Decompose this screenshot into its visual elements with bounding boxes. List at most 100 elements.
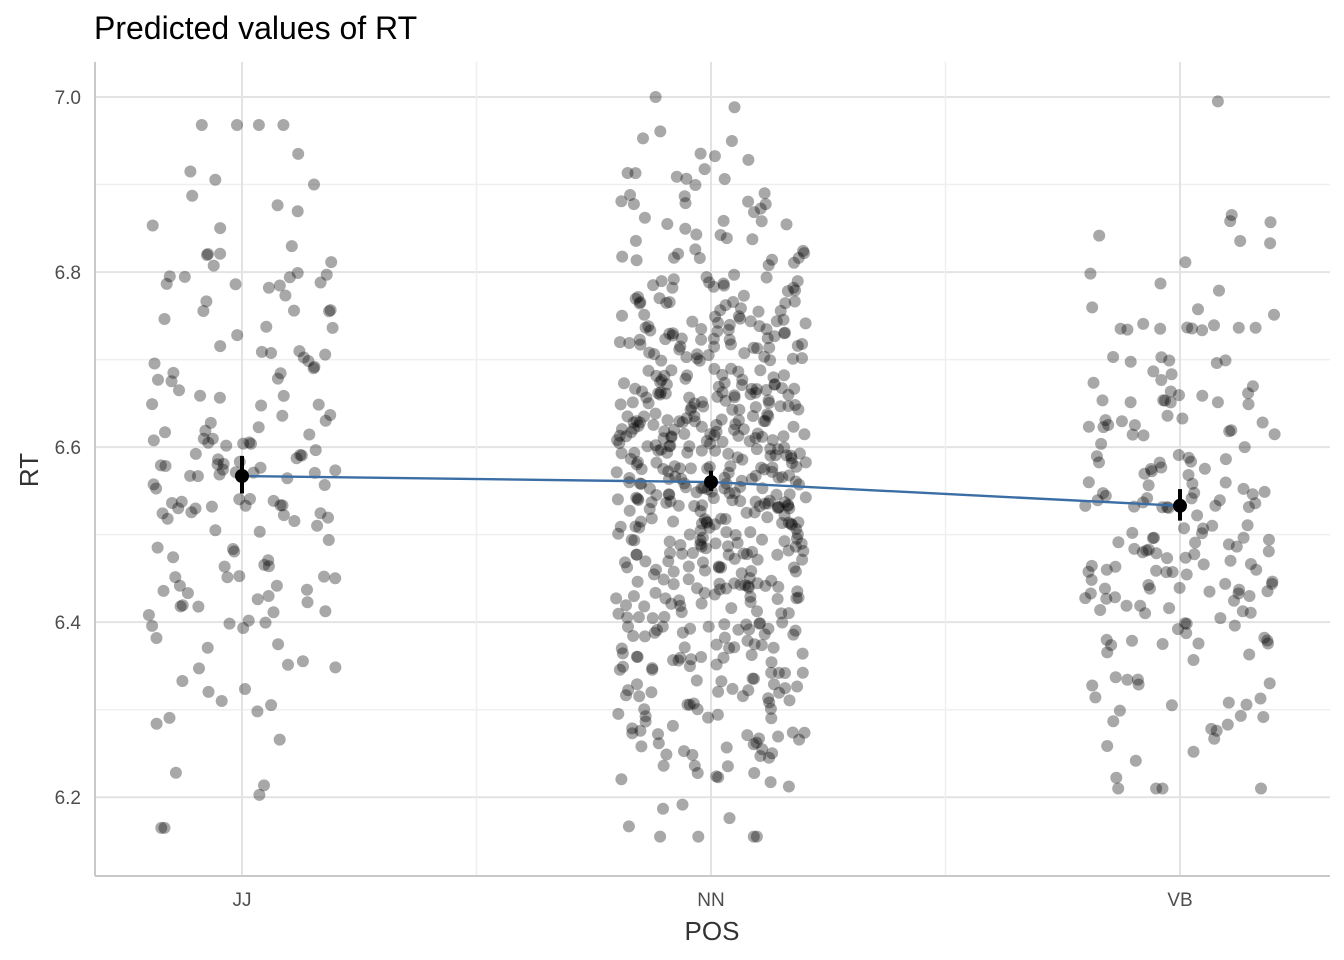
- raw-point: [294, 449, 307, 461]
- raw-point: [1161, 552, 1174, 565]
- raw-point: [613, 429, 626, 442]
- raw-point: [165, 375, 178, 388]
- raw-point: [193, 662, 205, 675]
- raw-point: [628, 446, 641, 459]
- raw-point: [638, 211, 651, 224]
- raw-point: [712, 771, 725, 784]
- raw-point: [274, 499, 287, 512]
- raw-point: [270, 579, 283, 592]
- raw-point: [765, 656, 778, 669]
- raw-point: [630, 491, 643, 504]
- raw-point: [785, 449, 798, 462]
- raw-point: [612, 607, 625, 620]
- raw-point: [146, 219, 159, 232]
- raw-point: [722, 466, 735, 479]
- raw-point: [688, 500, 701, 512]
- raw-point: [664, 439, 677, 452]
- raw-point: [1155, 351, 1168, 364]
- raw-point: [798, 726, 811, 739]
- raw-point: [704, 428, 717, 441]
- raw-point: [1110, 771, 1123, 784]
- raw-point: [789, 624, 802, 637]
- raw-point: [653, 292, 666, 305]
- raw-point: [765, 666, 778, 679]
- raw-point: [262, 560, 275, 573]
- raw-point: [700, 435, 713, 447]
- raw-point: [253, 788, 266, 801]
- raw-point: [627, 590, 640, 603]
- raw-point: [1196, 389, 1209, 402]
- raw-point: [684, 462, 697, 475]
- raw-point: [172, 502, 185, 515]
- raw-point: [308, 360, 321, 373]
- raw-point: [673, 594, 686, 607]
- raw-point: [329, 572, 342, 585]
- raw-point: [638, 410, 650, 423]
- grid: [95, 62, 1330, 876]
- raw-point: [1236, 605, 1249, 618]
- raw-point: [720, 526, 733, 539]
- raw-point: [715, 413, 728, 426]
- raw-point: [630, 650, 643, 663]
- raw-point: [648, 568, 660, 581]
- raw-point: [1211, 95, 1224, 108]
- raw-point: [766, 747, 779, 760]
- raw-point: [1186, 322, 1198, 335]
- raw-point: [656, 620, 669, 633]
- raw-point: [748, 506, 761, 519]
- raw-point: [175, 495, 188, 508]
- raw-point: [778, 496, 791, 509]
- raw-point: [1164, 385, 1177, 398]
- raw-point: [757, 415, 770, 428]
- raw-point: [1093, 456, 1105, 469]
- raw-point: [776, 382, 788, 395]
- raw-point: [644, 324, 657, 337]
- raw-point: [663, 440, 676, 453]
- raw-point: [631, 678, 643, 691]
- raw-point: [159, 426, 171, 439]
- raw-point: [751, 342, 764, 355]
- raw-point: [630, 254, 643, 267]
- raw-point: [324, 304, 337, 317]
- raw-point: [156, 507, 169, 520]
- raw-point: [1262, 637, 1274, 650]
- raw-point: [209, 173, 222, 186]
- raw-point: [1243, 648, 1256, 661]
- raw-point: [718, 279, 730, 292]
- raw-point: [782, 388, 795, 401]
- raw-point: [655, 275, 668, 288]
- raw-point: [710, 770, 723, 783]
- raw-point: [631, 492, 644, 505]
- raw-point: [718, 173, 731, 185]
- raw-point: [763, 751, 775, 764]
- raw-point: [245, 437, 257, 450]
- raw-point: [1134, 599, 1147, 612]
- raw-point: [789, 540, 802, 553]
- raw-point: [157, 584, 170, 597]
- raw-point: [674, 599, 687, 612]
- raw-point: [751, 605, 763, 618]
- raw-point: [792, 516, 805, 529]
- raw-point: [1182, 469, 1195, 481]
- raw-point: [254, 461, 267, 474]
- raw-point: [634, 724, 647, 737]
- raw-point: [1137, 317, 1150, 330]
- raw-point: [724, 338, 737, 351]
- raw-point: [766, 461, 779, 474]
- raw-point: [768, 378, 781, 391]
- raw-point: [758, 187, 771, 200]
- raw-point: [710, 425, 723, 438]
- raw-point: [314, 276, 327, 289]
- raw-point: [725, 602, 738, 615]
- raw-point: [708, 150, 721, 163]
- raw-point: [627, 422, 640, 435]
- raw-point: [1101, 646, 1114, 659]
- raw-point: [154, 459, 167, 472]
- raw-point: [723, 333, 736, 346]
- raw-point: [1255, 782, 1267, 795]
- raw-point: [1089, 691, 1102, 704]
- raw-point: [288, 515, 301, 527]
- raw-point: [731, 536, 744, 549]
- raw-point: [267, 606, 280, 619]
- raw-point: [749, 432, 762, 444]
